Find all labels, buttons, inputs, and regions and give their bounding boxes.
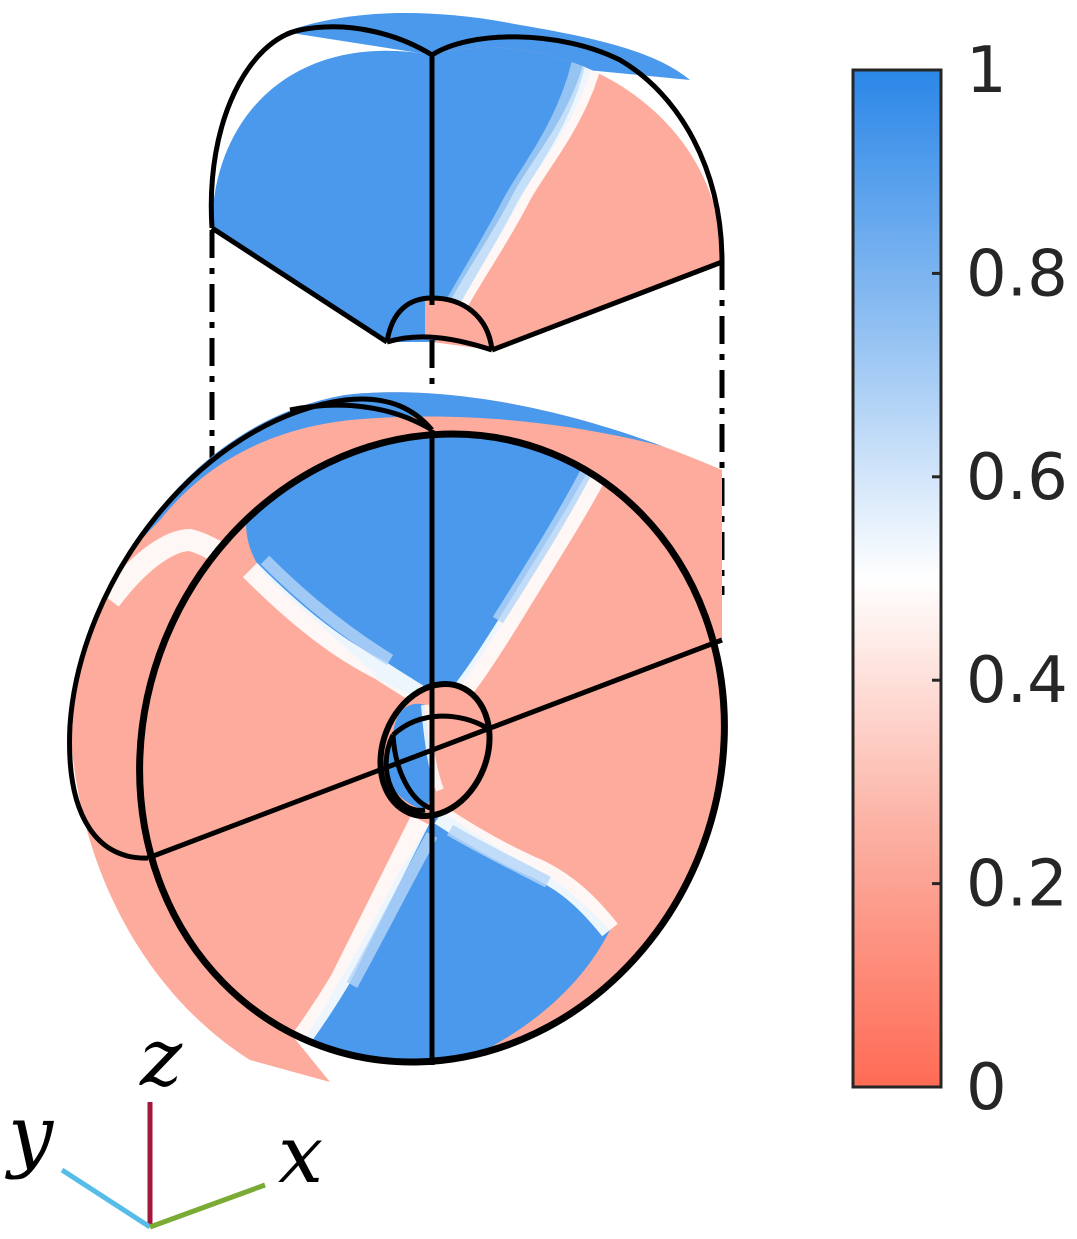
y-axis-label: y [5, 1088, 55, 1181]
colorbar: 1 0.8 0.6 0.4 0.2 0 [851, 34, 1068, 1125]
upper-wedge-top-face [285, 13, 690, 80]
colorbar-tick-label: 0.4 [966, 644, 1068, 718]
colorbar-gradient [851, 68, 943, 1089]
axis-triad: z y x [5, 1011, 323, 1230]
colorbar-tick-label: 0.6 [966, 441, 1068, 515]
upper-wedge [208, 13, 725, 353]
x-axis-label: x [278, 1108, 323, 1201]
z-axis-label: z [139, 1011, 183, 1104]
colorbar-tick-label: 0.8 [966, 237, 1068, 311]
colorbar-tick-label: 0 [966, 1051, 1007, 1125]
upper-wedge-outline [208, 24, 725, 353]
disk-outline [67, 396, 728, 1066]
colorbar-tick-label: 1 [966, 34, 1007, 108]
colorbar-ticks: 1 0.8 0.6 0.4 0.2 0 [932, 34, 1068, 1125]
colorbar-tick-label: 0.2 [966, 848, 1068, 922]
y-axis-line [60, 1167, 152, 1230]
x-axis-line [149, 1182, 266, 1230]
